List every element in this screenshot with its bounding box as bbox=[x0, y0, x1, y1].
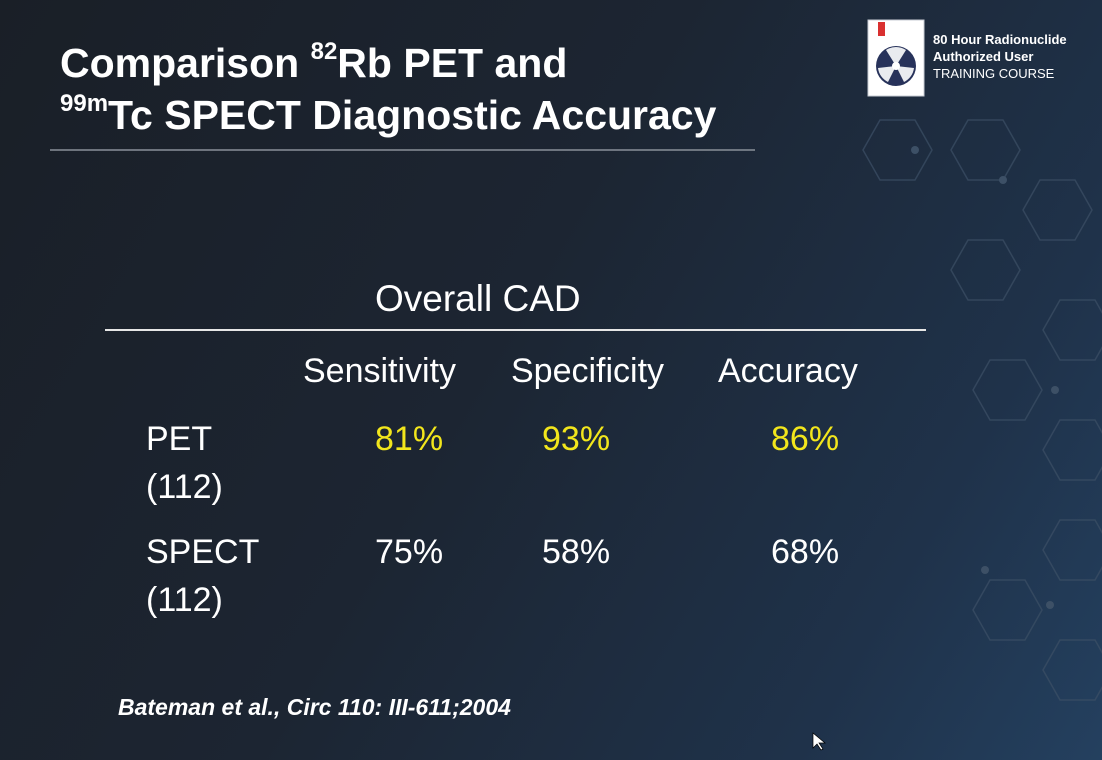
logo-text: Authorized User bbox=[933, 49, 1034, 64]
title-text: Tc SPECT Diagnostic Accuracy bbox=[108, 92, 717, 138]
column-header: Sensitivity bbox=[303, 352, 457, 390]
title-line: Comparison 82Rb PET and bbox=[60, 38, 567, 87]
logo-text: 80 Hour Radionuclide bbox=[933, 32, 1067, 47]
logo-text: TRAINING COURSE bbox=[933, 66, 1055, 81]
table-value: 81% bbox=[375, 420, 444, 458]
row-label: SPECT bbox=[146, 533, 260, 571]
table-heading: Overall CAD bbox=[375, 278, 581, 319]
table-value: 93% bbox=[542, 420, 611, 458]
table-value: 86% bbox=[771, 420, 840, 458]
title-text: Comparison bbox=[60, 40, 311, 86]
table-value: 58% bbox=[542, 533, 611, 571]
title-superscript: 99m bbox=[60, 90, 109, 117]
row-label: PET bbox=[146, 420, 213, 458]
column-header: Accuracy bbox=[718, 352, 858, 390]
column-header: Specificity bbox=[511, 352, 665, 390]
title-text: Rb PET and bbox=[337, 40, 568, 86]
title-superscript: 82 bbox=[310, 38, 338, 65]
citation: Bateman et al., Circ 110: III-611;2004 bbox=[118, 694, 511, 720]
row-sublabel: (112) bbox=[146, 581, 223, 619]
row-sublabel: (112) bbox=[146, 468, 223, 506]
table-value: 75% bbox=[375, 533, 444, 571]
title-line: 99mTc SPECT Diagnostic Accuracy bbox=[60, 90, 716, 139]
table-value: 68% bbox=[771, 533, 840, 571]
